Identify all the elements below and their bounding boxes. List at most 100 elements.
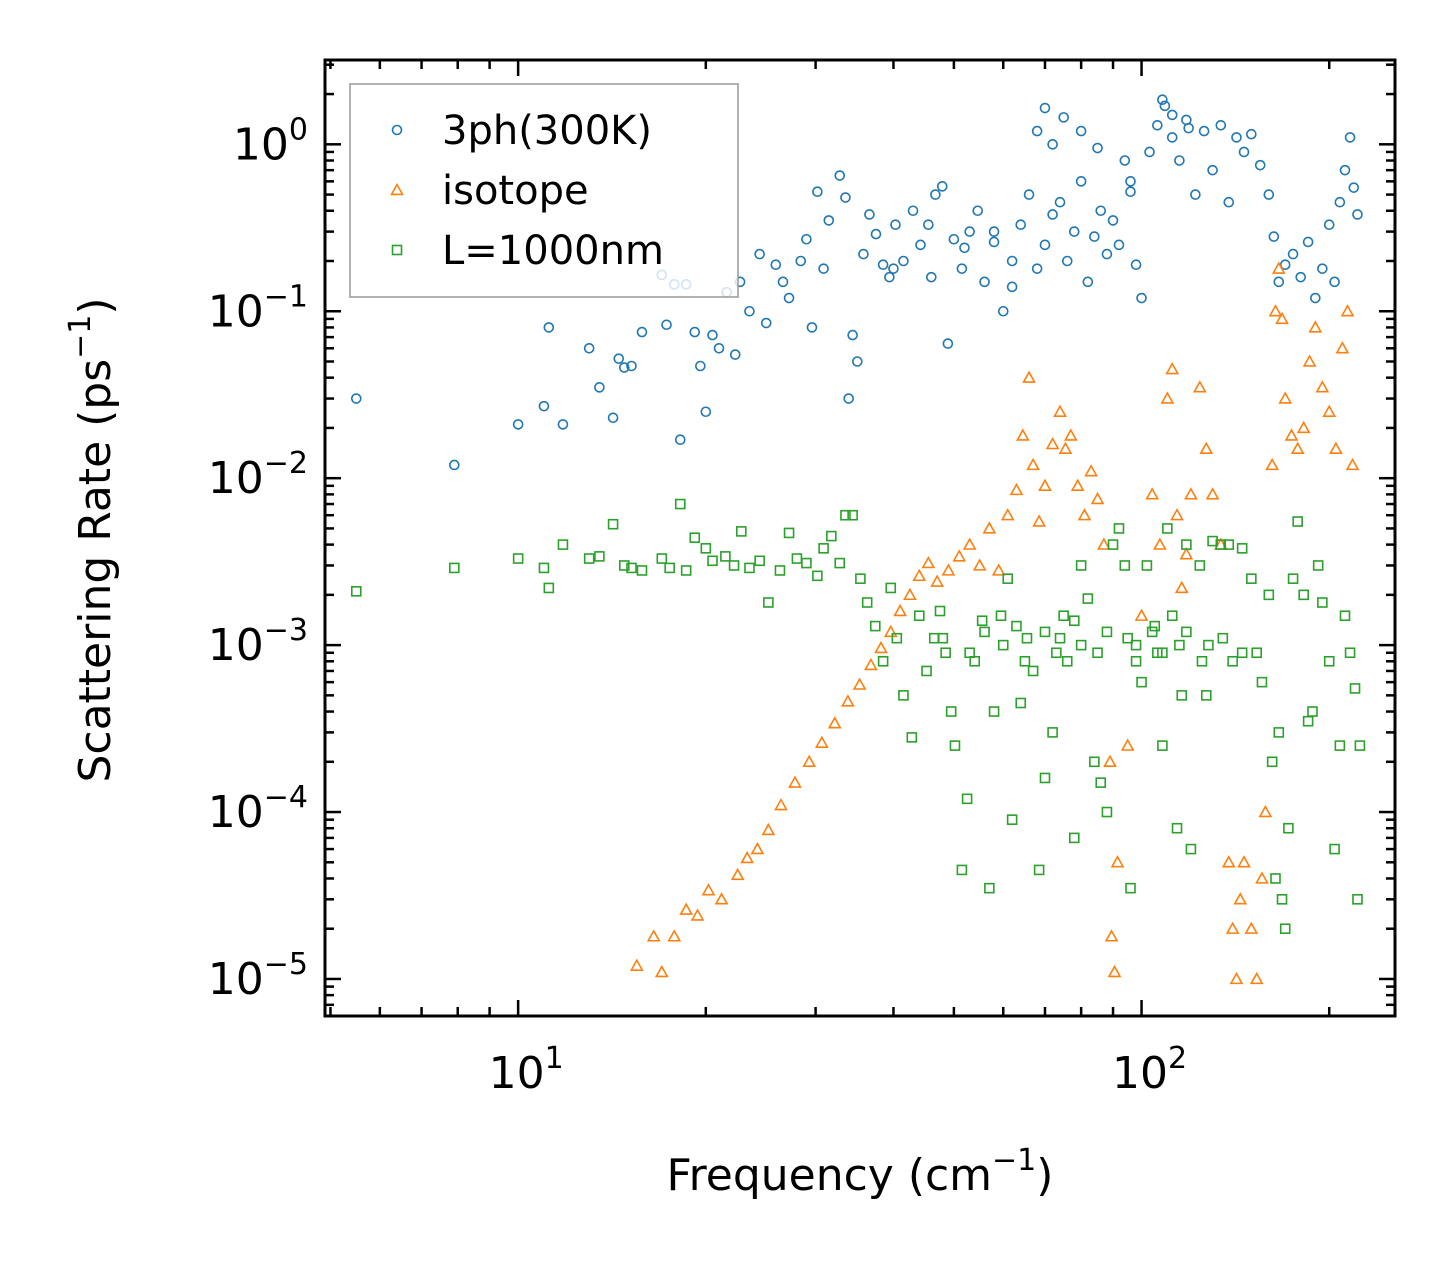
data-point bbox=[1185, 843, 1197, 855]
data-point bbox=[1157, 94, 1168, 106]
data-point bbox=[1006, 281, 1018, 293]
data-point bbox=[720, 551, 731, 562]
legend: 3ph(300K) isotope L=1000nm bbox=[349, 83, 739, 298]
data-point bbox=[1011, 620, 1022, 632]
data-point bbox=[1349, 683, 1361, 694]
data-point bbox=[1340, 304, 1355, 317]
data-point bbox=[1157, 647, 1168, 659]
data-point bbox=[1249, 971, 1264, 985]
plot-frame bbox=[323, 58, 1397, 1018]
data-point bbox=[926, 271, 937, 283]
data-point bbox=[1181, 539, 1192, 550]
data-point bbox=[1095, 777, 1107, 788]
data-point bbox=[1166, 132, 1178, 143]
data-point bbox=[912, 568, 927, 582]
data-point bbox=[1089, 756, 1100, 768]
data-point bbox=[1162, 523, 1173, 534]
data-point bbox=[1329, 441, 1343, 454]
data-point bbox=[690, 908, 705, 921]
data-point bbox=[869, 620, 881, 632]
data-point bbox=[913, 610, 925, 622]
data-point bbox=[538, 562, 550, 574]
data-point bbox=[956, 864, 968, 876]
data-point bbox=[583, 553, 595, 564]
data-point bbox=[1113, 523, 1125, 534]
data-point bbox=[607, 518, 619, 530]
data-point bbox=[538, 400, 550, 412]
data-point bbox=[1256, 676, 1268, 688]
data-point bbox=[1022, 370, 1036, 383]
y-tick-label: 10−1 bbox=[208, 279, 308, 337]
data-point bbox=[1075, 560, 1087, 571]
data-point bbox=[1089, 231, 1100, 242]
data-point bbox=[1070, 478, 1085, 492]
data-point bbox=[1039, 239, 1051, 251]
data-point bbox=[1146, 626, 1158, 638]
data-point bbox=[976, 615, 988, 627]
data-point bbox=[1027, 665, 1039, 677]
data-point bbox=[1217, 632, 1229, 644]
data-point bbox=[594, 551, 605, 562]
data-point bbox=[1199, 441, 1214, 454]
data-point bbox=[700, 543, 712, 554]
data-point bbox=[906, 732, 918, 743]
data-point bbox=[626, 562, 637, 574]
data-point bbox=[1075, 639, 1087, 651]
data-point bbox=[1120, 738, 1135, 751]
legend-marker-square bbox=[391, 244, 403, 256]
chart-marks bbox=[350, 94, 1366, 985]
data-point bbox=[788, 775, 802, 788]
data-point bbox=[877, 259, 889, 271]
data-point bbox=[1198, 125, 1210, 137]
data-point bbox=[1273, 727, 1285, 738]
data-point bbox=[936, 181, 948, 192]
data-point bbox=[740, 850, 755, 864]
data-point bbox=[674, 434, 686, 446]
data-point bbox=[1229, 971, 1244, 985]
data-point bbox=[728, 560, 740, 571]
data-point bbox=[1045, 436, 1060, 450]
data-point bbox=[449, 459, 460, 471]
data-point bbox=[884, 271, 895, 283]
data-point bbox=[1130, 639, 1142, 651]
data-point bbox=[1329, 843, 1340, 855]
data-point bbox=[930, 574, 944, 587]
data-point bbox=[961, 793, 973, 805]
y-axis-title: Scattering Rate (ps−1) bbox=[63, 297, 121, 782]
data-point bbox=[774, 565, 786, 576]
data-point bbox=[1054, 632, 1066, 644]
data-point bbox=[890, 219, 901, 230]
legend-label: isotope bbox=[442, 168, 589, 214]
data-point bbox=[1053, 404, 1067, 417]
data-point bbox=[1075, 176, 1087, 187]
data-point bbox=[543, 322, 555, 333]
data-point bbox=[1136, 292, 1147, 304]
data-point bbox=[948, 233, 960, 245]
data-point bbox=[1194, 560, 1206, 571]
data-point bbox=[1236, 647, 1248, 659]
data-point bbox=[754, 248, 765, 260]
data-point bbox=[1275, 311, 1289, 325]
data-point bbox=[1130, 655, 1142, 667]
data-point bbox=[888, 263, 899, 274]
data-point bbox=[664, 562, 675, 574]
data-point bbox=[1339, 610, 1351, 622]
data-point bbox=[1107, 964, 1122, 978]
data-point bbox=[1310, 292, 1321, 304]
data-point bbox=[1113, 239, 1125, 251]
data-point bbox=[783, 292, 795, 304]
data-point bbox=[1344, 647, 1356, 659]
data-point bbox=[700, 406, 712, 418]
data-point bbox=[1075, 125, 1087, 137]
data-point bbox=[1263, 589, 1275, 601]
data-point bbox=[777, 276, 789, 288]
data-point bbox=[1002, 573, 1014, 584]
data-point bbox=[949, 740, 961, 751]
data-point bbox=[760, 317, 772, 329]
data-point bbox=[847, 329, 858, 341]
data-point bbox=[1307, 706, 1318, 717]
data-point bbox=[1166, 610, 1178, 622]
data-point bbox=[1266, 756, 1278, 768]
data-point bbox=[1032, 514, 1046, 527]
data-point bbox=[713, 342, 725, 354]
